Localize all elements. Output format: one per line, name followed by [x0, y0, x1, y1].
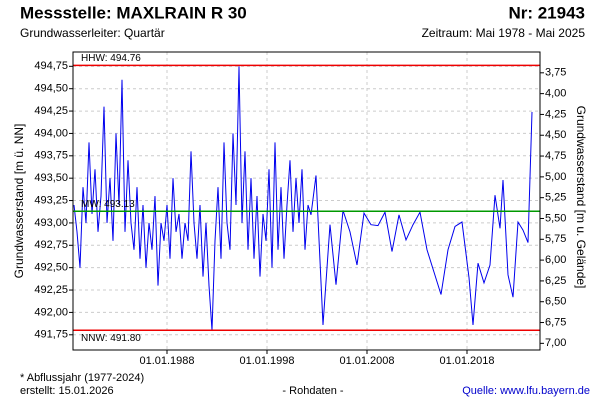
footnote: * Abflussjahr (1977-2024)	[20, 372, 144, 384]
y-tick-label: 492,25	[34, 284, 68, 296]
plot: HHW: 494.76 MW: 493.13 NNW: 491.80	[73, 53, 540, 344]
y2-tick-label: 6,25	[545, 275, 566, 287]
y-tick-label: 493,75	[34, 150, 68, 162]
x-tick-label: 01.01.1988	[139, 355, 194, 367]
y2-tick-label: 5,50	[545, 212, 566, 224]
y-axis-title: Grundwasserstand [m ü. NN]	[12, 124, 26, 279]
y2-tick-label: 7,00	[545, 337, 566, 349]
y-tick-label: 492,75	[34, 239, 68, 251]
y-tick-label: 492,50	[34, 262, 68, 274]
x-tick-label: 01.01.1998	[239, 355, 294, 367]
grid	[73, 52, 540, 350]
y2-axis-title: Grundwasserstand [m u. Gelände]	[574, 106, 588, 289]
y-tick-label: 493,50	[34, 172, 68, 184]
created-date: erstellt: 15.01.2026	[20, 385, 114, 397]
reference-label: MW: 493.13	[81, 199, 135, 210]
y-tick-label: 493,25	[34, 194, 68, 206]
y-tick-label: 494,00	[34, 127, 68, 139]
station-number: Nr: 21943	[508, 3, 585, 22]
reference-label: NNW: 491.80	[81, 333, 141, 344]
chart-title: Messstelle: MAXLRAIN R 30	[20, 3, 247, 22]
x-tick-label: 01.01.2008	[339, 355, 394, 367]
y-tick-label: 494,50	[34, 83, 68, 95]
y2-tick-label: 4,00	[545, 88, 566, 100]
y2-tick-label: 6,75	[545, 316, 566, 328]
y2-tick-label: 5,00	[545, 171, 566, 183]
period: Zeitraum: Mai 1978 - Mai 2025	[422, 26, 586, 40]
y2-tick-label: 4,75	[545, 150, 566, 162]
y2-tick-label: 5,75	[545, 233, 566, 245]
y2-tick-label: 4,50	[545, 129, 566, 141]
reference-label: HHW: 494.76	[81, 53, 141, 64]
y-tick-label: 493,00	[34, 217, 68, 229]
source-link[interactable]: Quelle: www.lfu.bayern.de	[462, 385, 590, 397]
y-tick-label: 494,25	[34, 105, 68, 117]
y2-tick-label: 4,25	[545, 108, 566, 120]
data-kind: - Rohdaten -	[282, 385, 343, 397]
data-line	[73, 66, 533, 331]
y2-tick-label: 6,00	[545, 254, 566, 266]
y2-tick-label: 5,25	[545, 192, 566, 204]
y-tick-label: 494,75	[34, 60, 68, 72]
subtitle: Grundwasserleiter: Quartär	[20, 26, 165, 40]
y2-tick-label: 3,75	[545, 67, 566, 79]
y2-tick-label: 6,50	[545, 296, 566, 308]
y-tick-label: 491,75	[34, 329, 68, 341]
y-tick-label: 492,00	[34, 306, 68, 318]
x-tick-label: 01.01.2018	[439, 355, 494, 367]
